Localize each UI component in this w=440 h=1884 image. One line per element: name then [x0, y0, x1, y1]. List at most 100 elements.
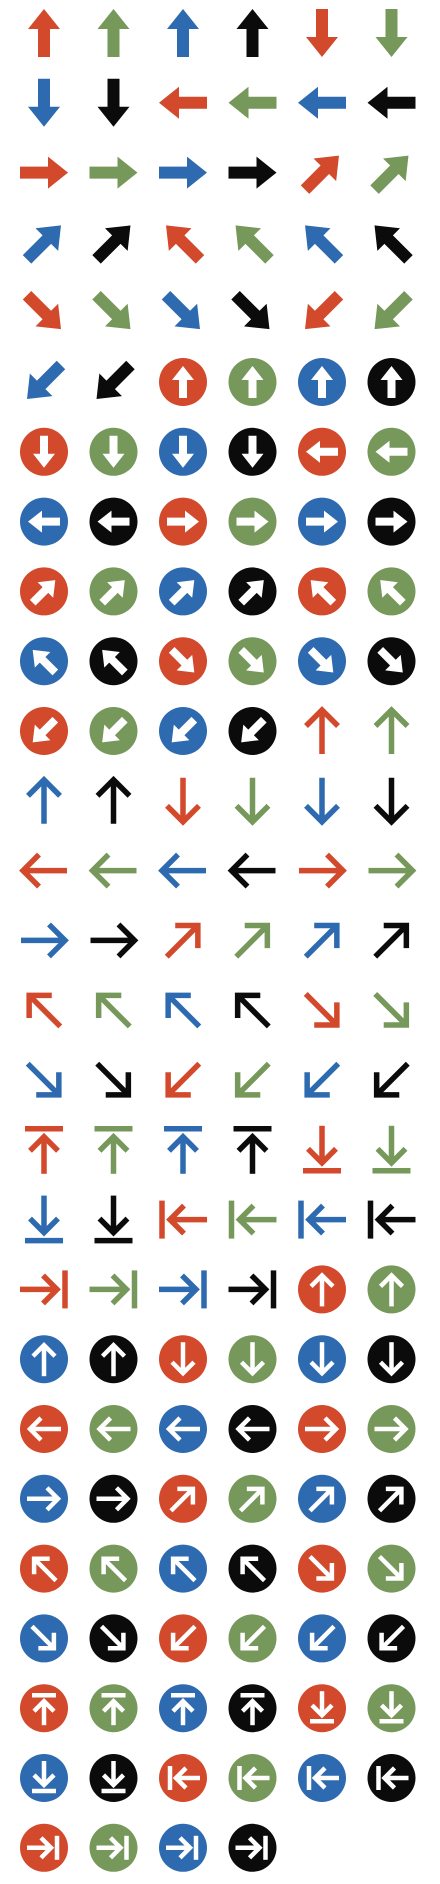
- arrow-up-line-blue-icon: [26, 775, 62, 824]
- arrow-up-circle-solid-red-icon: [159, 358, 207, 406]
- arrow-down-left-line-red-icon: [165, 1061, 202, 1098]
- arrow-left-circle-solid-green-icon: [367, 427, 416, 476]
- arrow-left-circle-line-red-icon: [20, 1405, 68, 1453]
- arrow-up-left-solid-blue-icon: [305, 225, 344, 264]
- arrow-left-circle-solid-black-icon: [89, 497, 138, 546]
- arrow-down-left-solid-black-icon: [96, 360, 135, 399]
- arrow-left-circle-line-black-icon: [228, 1405, 277, 1453]
- arrow-down-left-circle-line-black-icon: [367, 1614, 416, 1663]
- arrow-up-left-line-blue-icon: [165, 992, 202, 1029]
- arrow-up-left-circle-line-red-icon: [19, 1544, 68, 1593]
- arrow-right-circle-solid-red-icon: [159, 497, 207, 546]
- arrow-right-line-blue-icon: [21, 922, 69, 959]
- arrow-down-circle-line-black-icon: [367, 1335, 416, 1384]
- arrow-up-line-green-icon: [373, 706, 410, 754]
- arrow-to-top-line-black-icon: [233, 1126, 272, 1174]
- arrow-down-left-solid-red-icon: [305, 290, 344, 330]
- arrow-down-right-solid-blue-icon: [161, 290, 200, 330]
- arrow-to-start-line-blue-icon: [298, 1200, 346, 1239]
- arrow-up-solid-blue-icon: [167, 9, 199, 57]
- arrow-right-circle-solid-blue-icon: [298, 497, 346, 546]
- arrow-down-line-blue-icon: [304, 777, 340, 826]
- arrow-down-left-line-green-icon: [234, 1061, 271, 1098]
- arrow-down-circle-line-red-icon: [159, 1335, 207, 1384]
- arrow-to-top-line-blue-icon: [164, 1126, 202, 1174]
- arrow-down-right-circle-line-blue-icon: [19, 1614, 68, 1663]
- arrow-to-end-circle-line-blue-icon: [159, 1823, 207, 1872]
- arrow-down-right-circle-solid-blue-icon: [298, 637, 346, 686]
- arrow-up-left-line-green-icon: [95, 992, 132, 1029]
- arrow-up-right-solid-red-icon: [300, 155, 339, 194]
- arrow-to-top-circle-line-red-icon: [20, 1684, 68, 1733]
- arrow-down-circle-line-green-icon: [228, 1335, 277, 1384]
- arrow-to-bottom-circle-line-green-icon: [367, 1684, 416, 1733]
- arrow-up-circle-line-black-icon: [89, 1335, 138, 1384]
- arrow-down-right-solid-red-icon: [22, 290, 61, 330]
- arrow-up-circle-line-green-icon: [367, 1265, 416, 1314]
- arrow-up-right-circle-line-blue-icon: [298, 1474, 346, 1523]
- arrow-right-circle-solid-black-icon: [367, 497, 416, 546]
- arrow-up-left-circle-solid-black-icon: [89, 637, 138, 686]
- arrow-to-end-circle-line-black-icon: [228, 1823, 277, 1872]
- arrow-down-circle-solid-black-icon: [228, 427, 277, 476]
- arrow-to-start-circle-line-red-icon: [159, 1754, 207, 1802]
- arrow-to-end-line-blue-icon: [159, 1270, 207, 1309]
- arrow-right-solid-red-icon: [20, 156, 68, 189]
- arrow-to-bottom-circle-line-blue-icon: [20, 1754, 68, 1802]
- arrow-down-left-line-blue-icon: [304, 1061, 341, 1098]
- arrow-down-left-circle-solid-red-icon: [19, 707, 68, 755]
- arrow-up-right-circle-solid-black-icon: [228, 567, 277, 616]
- arrow-up-right-line-blue-icon: [303, 922, 340, 959]
- arrow-up-circle-line-blue-icon: [20, 1335, 68, 1384]
- arrow-to-top-circle-line-black-icon: [228, 1684, 277, 1733]
- arrow-down-line-black-icon: [373, 777, 410, 826]
- arrow-down-circle-solid-red-icon: [20, 427, 68, 476]
- arrow-to-start-line-black-icon: [367, 1200, 416, 1239]
- arrow-down-right-line-black-icon: [95, 1061, 132, 1098]
- arrow-to-end-circle-line-green-icon: [89, 1823, 138, 1872]
- arrow-up-right-line-black-icon: [373, 922, 410, 959]
- arrow-up-right-solid-black-icon: [92, 225, 131, 264]
- arrow-to-end-line-black-icon: [228, 1270, 277, 1309]
- arrow-up-circle-line-red-icon: [298, 1265, 346, 1314]
- arrow-up-circle-solid-black-icon: [367, 358, 416, 406]
- arrow-down-solid-blue-icon: [28, 78, 60, 127]
- arrow-down-right-circle-solid-red-icon: [159, 637, 207, 686]
- arrow-to-bottom-circle-line-red-icon: [298, 1684, 346, 1733]
- arrow-left-line-green-icon: [88, 852, 137, 889]
- arrow-up-solid-green-icon: [97, 9, 130, 57]
- arrow-up-right-line-green-icon: [234, 922, 271, 959]
- arrow-down-solid-green-icon: [375, 9, 408, 57]
- arrow-right-circle-solid-green-icon: [228, 497, 277, 546]
- arrow-down-left-circle-solid-blue-icon: [159, 707, 207, 755]
- arrow-up-left-circle-solid-red-icon: [298, 567, 346, 616]
- arrow-down-right-circle-solid-green-icon: [228, 637, 277, 686]
- arrow-up-right-circle-line-black-icon: [367, 1474, 416, 1523]
- arrow-down-left-circle-solid-green-icon: [89, 707, 138, 755]
- arrow-up-left-solid-green-icon: [235, 225, 274, 264]
- arrow-to-end-line-red-icon: [20, 1270, 68, 1309]
- arrow-left-circle-line-blue-icon: [159, 1405, 207, 1453]
- arrow-to-bottom-line-red-icon: [303, 1125, 341, 1174]
- arrow-down-right-solid-black-icon: [231, 290, 270, 330]
- arrow-down-right-circle-line-red-icon: [298, 1544, 346, 1593]
- arrow-up-left-circle-line-black-icon: [228, 1544, 277, 1593]
- arrow-down-right-line-red-icon: [303, 991, 340, 1028]
- arrow-down-solid-black-icon: [97, 78, 130, 127]
- arrow-right-solid-green-icon: [89, 156, 138, 189]
- arrow-to-start-line-red-icon: [159, 1200, 207, 1239]
- arrow-up-left-circle-line-blue-icon: [159, 1544, 207, 1593]
- arrow-down-right-circle-line-black-icon: [89, 1614, 138, 1663]
- arrow-left-solid-blue-icon: [298, 86, 346, 119]
- arrow-down-right-circle-line-green-icon: [367, 1544, 416, 1593]
- arrow-up-right-solid-blue-icon: [22, 225, 61, 264]
- arrow-down-left-solid-green-icon: [374, 290, 413, 330]
- arrow-to-start-circle-line-black-icon: [367, 1754, 416, 1802]
- arrow-right-line-red-icon: [299, 852, 347, 889]
- arrow-down-right-line-blue-icon: [25, 1061, 62, 1098]
- arrow-to-top-circle-line-green-icon: [89, 1684, 138, 1733]
- arrow-left-circle-solid-red-icon: [298, 427, 346, 476]
- arrow-up-left-solid-black-icon: [374, 225, 413, 264]
- arrow-down-left-solid-blue-icon: [27, 360, 66, 399]
